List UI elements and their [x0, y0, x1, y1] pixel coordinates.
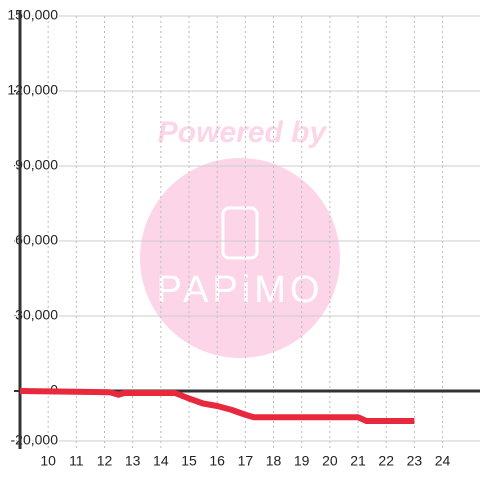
data-line: [19, 388, 415, 424]
y-tick-label: 30,000: [15, 307, 58, 323]
x-tick-label: 19: [294, 453, 310, 469]
x-tick-label: 11: [69, 453, 84, 469]
x-tick-label: 21: [350, 453, 366, 469]
x-tick-label: 22: [378, 453, 394, 469]
y-tick-label: 120,000: [7, 82, 58, 98]
x-tick-label: 10: [40, 453, 56, 469]
x-tick-label: 14: [153, 453, 169, 469]
x-tick-label: 18: [266, 453, 282, 469]
x-tick-label: 17: [238, 453, 254, 469]
y-tick-label: -20,000: [11, 432, 59, 448]
x-tick-label: 13: [125, 453, 141, 469]
x-tick-label: 23: [407, 453, 423, 469]
x-tick-label: 15: [181, 453, 197, 469]
x-tick-label: 20: [322, 453, 338, 469]
x-tick-label: 24: [435, 453, 451, 469]
watermark-logo: PAPiMO: [157, 269, 324, 311]
x-tick-label: 12: [97, 453, 113, 469]
y-tick-label: 90,000: [15, 157, 58, 173]
y-tick-label: 150,000: [7, 7, 58, 23]
watermark-phone: [221, 206, 259, 260]
watermark-text: Powered by: [158, 116, 328, 149]
y-tick-label: 60,000: [15, 232, 58, 248]
x-tick-label: 16: [209, 453, 225, 469]
